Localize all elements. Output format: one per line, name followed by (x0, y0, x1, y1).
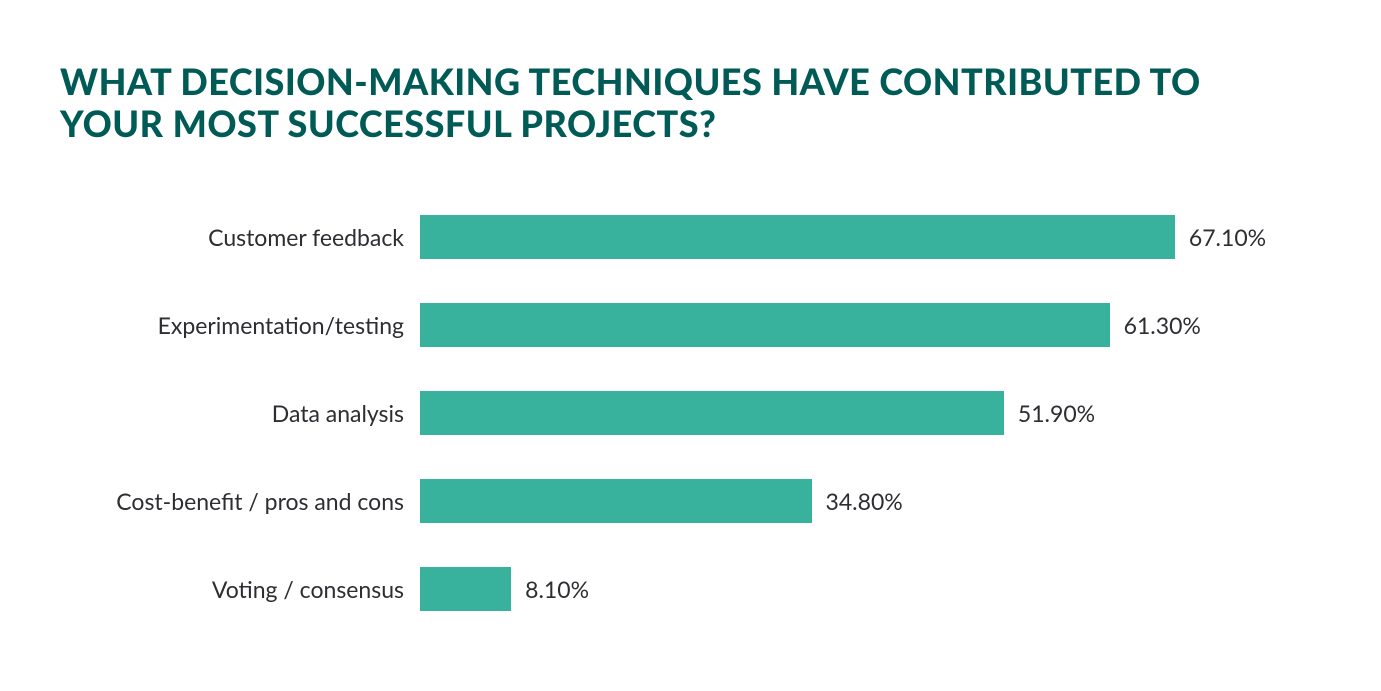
bar-track: 51.90% (420, 391, 1320, 435)
horizontal-bar-chart: Customer feedback 67.10% Experimentation… (80, 215, 1320, 611)
bar (420, 479, 812, 523)
category-label: Voting / consensus (80, 575, 420, 603)
bar-track: 34.80% (420, 479, 1320, 523)
category-label: Customer feedback (80, 223, 420, 251)
value-label: 8.10% (525, 575, 589, 603)
category-label: Cost-benefit / pros and cons (80, 487, 420, 515)
bar (420, 391, 1004, 435)
value-label: 61.30% (1124, 311, 1201, 339)
value-label: 67.10% (1189, 223, 1266, 251)
value-label: 51.90% (1018, 399, 1095, 427)
bar-row: Voting / consensus 8.10% (80, 567, 1320, 611)
bar-row: Experimentation/testing 61.30% (80, 303, 1320, 347)
bar-track: 61.30% (420, 303, 1320, 347)
category-label: Data analysis (80, 399, 420, 427)
category-label: Experimentation/testing (80, 311, 420, 339)
bar-row: Data analysis 51.90% (80, 391, 1320, 435)
bar (420, 567, 511, 611)
chart-title: WHAT DECISION-MAKING TECHNIQUES HAVE CON… (60, 60, 1260, 145)
chart-container: WHAT DECISION-MAKING TECHNIQUES HAVE CON… (0, 0, 1381, 651)
bar-row: Customer feedback 67.10% (80, 215, 1320, 259)
value-label: 34.80% (826, 487, 903, 515)
bar-track: 67.10% (420, 215, 1320, 259)
bar-track: 8.10% (420, 567, 1320, 611)
bar (420, 215, 1175, 259)
bar-row: Cost-benefit / pros and cons 34.80% (80, 479, 1320, 523)
bar (420, 303, 1110, 347)
